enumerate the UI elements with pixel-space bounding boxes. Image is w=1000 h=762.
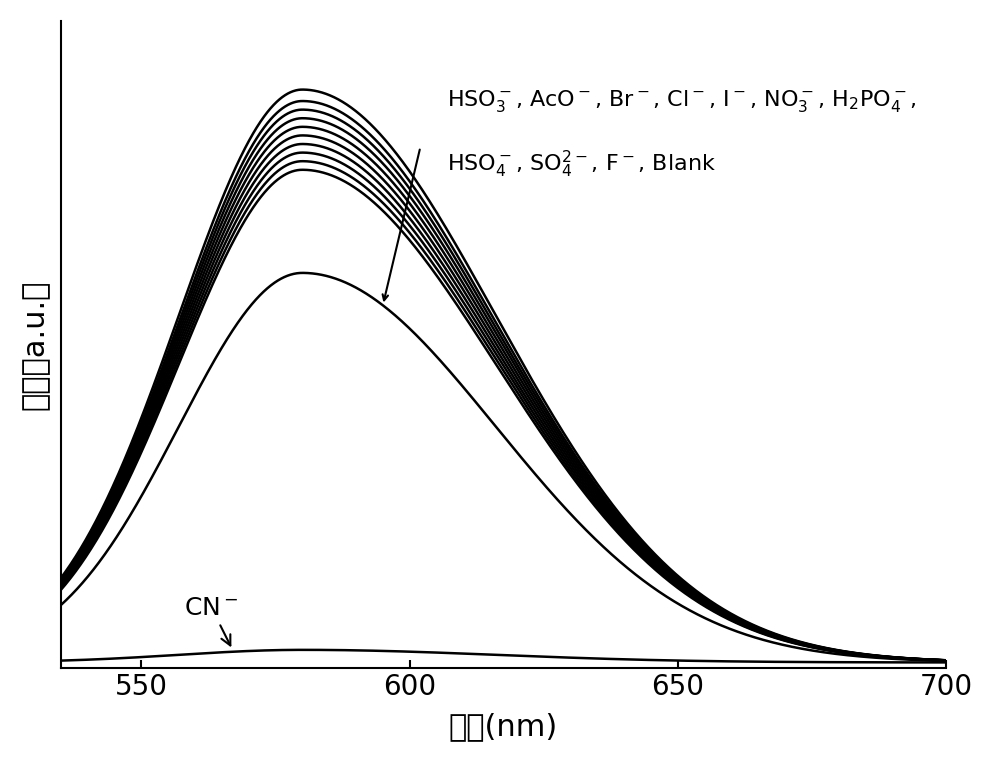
Text: HSO$_4^-$, SO$_4^{2-}$, F$^-$, Blank: HSO$_4^-$, SO$_4^{2-}$, F$^-$, Blank (447, 149, 716, 180)
Y-axis label: 强度（a.u.）: 强度（a.u.） (21, 280, 50, 410)
Text: CN$^-$: CN$^-$ (184, 596, 239, 645)
Text: HSO$_3^-$, AcO$^-$, Br$^-$, Cl$^-$, I$^-$, NO$_3^-$, H$_2$PO$_4^-$,: HSO$_3^-$, AcO$^-$, Br$^-$, Cl$^-$, I$^-… (447, 88, 917, 114)
X-axis label: 波长(nm): 波长(nm) (449, 712, 558, 741)
